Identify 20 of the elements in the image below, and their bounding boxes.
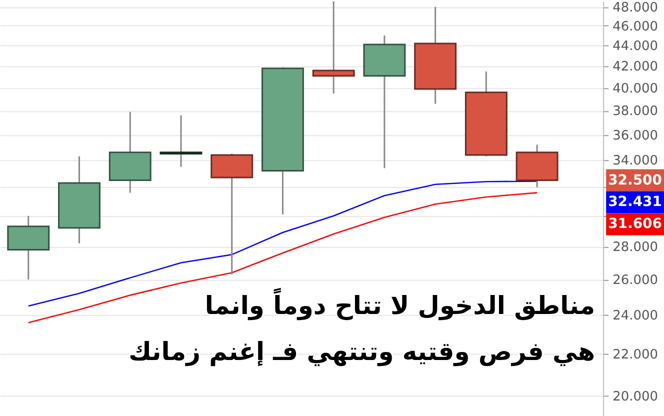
y-tick-label: 26.000: [612, 273, 658, 288]
y-tick-label: 44.000: [612, 39, 658, 54]
annotation: هي فرص وقتيه وتنتهي فـ إغنم زمانك: [128, 336, 596, 367]
y-tick-label: 28.000: [612, 240, 658, 256]
y-tick-label: 48.000: [612, 0, 658, 16]
y-tick-label: 20.000: [612, 390, 658, 405]
text: 31.606: [608, 216, 662, 232]
text: 32.431: [608, 194, 662, 210]
y-tick-label: 24.000: [612, 308, 658, 324]
y-tick-label: 34.000: [612, 154, 658, 169]
candlestick: [160, 114, 202, 168]
candlestick: [312, 0, 355, 94]
y-tick-label: 42.000: [612, 60, 658, 75]
y-tick-label: 40.000: [612, 81, 658, 96]
y-tick-label: 38.000: [612, 104, 658, 120]
y-tick-label: 46.000: [612, 19, 658, 34]
text: 32.500: [608, 172, 662, 188]
y-tick-label: 36.000: [612, 128, 658, 144]
annotation: مناطق الدخول لا تتاح دوماً وانما: [204, 287, 596, 321]
y-tick-label: 22.000: [612, 347, 658, 362]
